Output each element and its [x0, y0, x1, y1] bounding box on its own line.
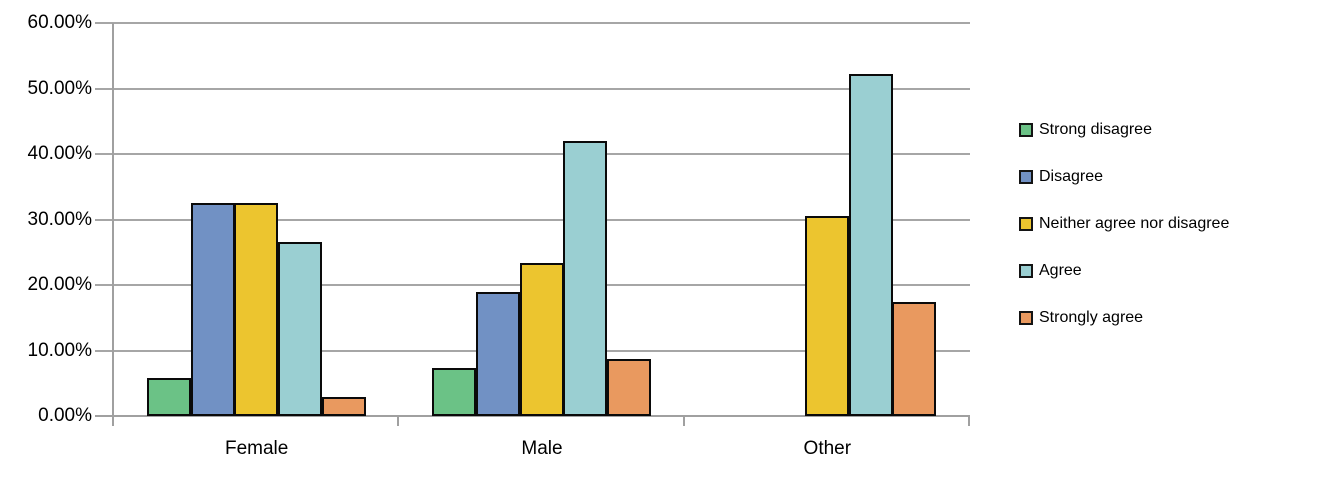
bar-male-disagree	[476, 292, 520, 416]
y-tick-label: 60.00%	[27, 12, 92, 33]
category-label-female: Female	[224, 438, 289, 459]
legend-label: Neither agree nor disagree	[1039, 215, 1230, 232]
x-axis-line	[95, 415, 970, 417]
legend-item-strong-disagree: Strong disagree	[1019, 120, 1229, 140]
legend-item-strongly-agree: Strongly agree	[1019, 308, 1229, 328]
legend-label: Strongly agree	[1039, 309, 1144, 326]
legend-label: Disagree	[1039, 168, 1104, 185]
bar-female-strongly-agree	[322, 397, 366, 416]
bar-male-neither-agree-nor-disagree	[520, 263, 564, 416]
bar-female-agree	[278, 242, 322, 416]
x-axis-tick	[968, 415, 970, 426]
gridline-40	[95, 153, 970, 155]
legend-item-neither-agree-nor-disagree: Neither agree nor disagree	[1019, 214, 1229, 234]
bar-female-strong-disagree	[147, 378, 191, 416]
y-tick-label: 10.00%	[27, 339, 92, 361]
category-label-other: Other	[803, 438, 852, 459]
y-tick-label: 40.00%	[27, 143, 92, 164]
y-axis-line	[112, 23, 114, 418]
legend-swatch-icon	[1019, 123, 1033, 137]
bar-other-strongly-agree	[892, 302, 936, 416]
y-tick-label: 20.00%	[27, 274, 92, 295]
legend: Strong disagree Disagree Neither agree nor…	[1019, 120, 1229, 355]
gridline-30	[95, 218, 970, 221]
y-tick-label: 0.00%	[38, 405, 92, 426]
bar-female-disagree	[191, 203, 235, 416]
category-label-male: Male	[521, 438, 563, 459]
bar-other-agree	[849, 74, 893, 416]
y-tick-label: 50.00%	[27, 77, 92, 99]
bar-male-strong-disagree	[432, 368, 476, 416]
legend-item-agree: Agree	[1019, 261, 1229, 281]
bar-male-agree	[563, 141, 607, 416]
legend-swatch-icon	[1019, 311, 1033, 325]
legend-swatch-icon	[1019, 217, 1033, 231]
gridline-50	[95, 87, 970, 90]
gridline-60	[95, 22, 970, 24]
legend-swatch-icon	[1019, 264, 1033, 278]
bar-other-neither-agree-nor-disagree	[805, 216, 849, 416]
bar-female-neither-agree-nor-disagree	[234, 203, 278, 416]
x-axis-tick	[112, 415, 114, 426]
x-axis-tick	[397, 415, 400, 426]
legend-item-disagree: Disagree	[1019, 167, 1229, 187]
bar-male-strongly-agree	[607, 359, 651, 416]
legend-label: Strong disagree	[1039, 121, 1152, 138]
legend-label: Agree	[1039, 262, 1082, 279]
x-axis-tick	[682, 415, 685, 426]
legend-swatch-icon	[1019, 170, 1033, 184]
y-tick-label: 30.00%	[27, 208, 92, 230]
